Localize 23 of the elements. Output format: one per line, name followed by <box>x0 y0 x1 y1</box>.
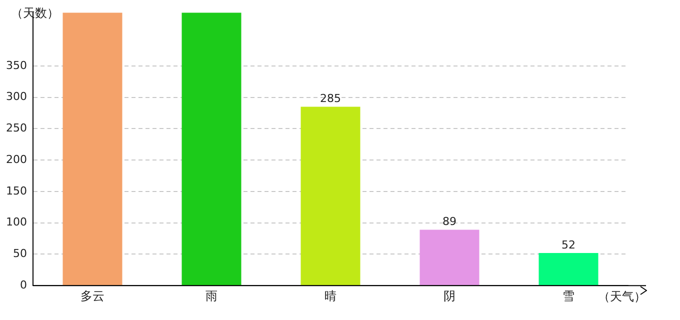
x-tick-label: 晴 <box>324 288 336 303</box>
y-axis-title: （天数） <box>10 6 59 20</box>
x-tick-label: 阴 <box>444 288 456 303</box>
y-tick-label: 250 <box>6 122 27 135</box>
y-tick-label: 150 <box>6 184 27 198</box>
bar <box>62 12 122 286</box>
y-tick-label: 100 <box>6 216 27 229</box>
y-tick-label: 200 <box>6 152 27 166</box>
data-label: 285 <box>320 92 341 106</box>
bar <box>182 12 242 286</box>
y-tick-label: 300 <box>6 90 27 104</box>
x-tick-label: 多云 <box>80 288 104 303</box>
x-tick-label: 雪 <box>562 288 574 303</box>
bar <box>300 106 360 286</box>
bar <box>420 230 480 286</box>
data-label: 89 <box>442 215 456 228</box>
x-tick-label: 雨 <box>205 288 218 303</box>
data-label: 52 <box>562 238 576 252</box>
y-tick-label: 350 <box>6 58 27 72</box>
y-tick-label: 50 <box>12 247 27 260</box>
y-tick-label: 0 <box>20 278 27 292</box>
x-axis-title: （天气） <box>598 290 646 304</box>
bar <box>538 252 598 286</box>
